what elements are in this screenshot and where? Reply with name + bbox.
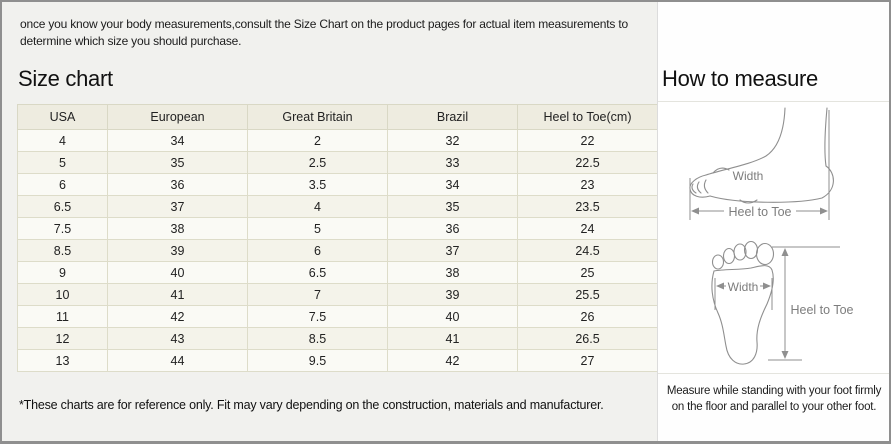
table-cell: 24 [517,217,658,240]
how-to-measure-title: How to measure [662,66,818,91]
table-cell: 34 [387,173,518,196]
table-row: 13 44 9.5 42 27 [17,349,658,372]
table-cell: 10 [17,283,108,306]
table-cell: 9 [17,261,108,284]
table-cell: 6.5 [17,195,108,218]
table-cell: 22.5 [517,151,658,174]
table-cell: 13 [17,349,108,372]
table-column-header: Brazil [387,104,518,130]
size-table-body: 4 34 2 32 22 5 35 2.5 33 22.5 6 36 3.5 34 23 6.5 37 4 35 23… [17,129,658,372]
table-row: 7.5 38 5 36 24 [17,217,658,240]
table-cell: 4 [247,195,388,218]
table-cell: 7.5 [17,217,108,240]
table-column-header: Great Britain [247,104,388,130]
table-cell: 25 [517,261,658,284]
table-cell: 27 [517,349,658,372]
table-cell: 24.5 [517,239,658,262]
divider [658,373,889,374]
table-row: 12 43 8.5 41 26.5 [17,327,658,350]
measure-diagrams: Heel to Toe Width [658,102,889,373]
sole-heel-to-toe-label: Heel to Toe [790,303,853,317]
table-cell: 26.5 [517,327,658,350]
table-cell: 33 [387,151,518,174]
table-row: 10 41 7 39 25.5 [17,283,658,306]
table-cell: 6.5 [247,261,388,284]
table-cell: 34 [107,129,248,152]
table-row: 5 35 2.5 33 22.5 [17,151,658,174]
table-cell: 2.5 [247,151,388,174]
table-cell: 22 [517,129,658,152]
table-cell: 9.5 [247,349,388,372]
table-cell: 36 [387,217,518,240]
measure-instruction: Measure while standing with your foot fi… [666,385,882,413]
table-cell: 2 [247,129,388,152]
table-row: 4 34 2 32 22 [17,129,658,152]
how-to-measure-panel: How to measure [657,2,889,441]
table-cell: 36 [107,173,248,196]
foot-sole-diagram: Width Heel to Toe [711,240,854,365]
table-cell: 43 [107,327,248,350]
foot-side-view-diagram: Heel to Toe Width [689,107,834,220]
table-cell: 39 [107,239,248,262]
table-cell: 23 [517,173,658,196]
table-row: 11 42 7.5 40 26 [17,305,658,328]
size-table-header-row: USA European Great Britain Brazil Heel to To… [17,104,658,130]
side-width-label: Width [733,169,764,183]
table-cell: 5 [247,217,388,240]
table-cell: 8.5 [17,239,108,262]
table-column-header: Heel to Toe(cm) [517,104,658,130]
table-cell: 6 [247,239,388,262]
table-cell: 4 [17,129,108,152]
table-cell: 25.5 [517,283,658,306]
footnote-text: *These charts are for reference only. Fi… [19,398,604,412]
divider [658,101,889,102]
table-cell: 7.5 [247,305,388,328]
table-cell: 40 [387,305,518,328]
table-cell: 32 [387,129,518,152]
side-heel-to-toe-label: Heel to Toe [728,205,791,219]
table-cell: 41 [107,283,248,306]
table-row: 9 40 6.5 38 25 [17,261,658,284]
table-cell: 35 [387,195,518,218]
size-chart-title: Size chart [18,66,113,91]
table-row: 8.5 39 6 37 24.5 [17,239,658,262]
table-cell: 40 [107,261,248,284]
table-cell: 42 [107,305,248,328]
table-cell: 37 [107,195,248,218]
table-cell: 12 [17,327,108,350]
table-cell: 11 [17,305,108,328]
intro-text: once you know your body measurements,con… [20,17,628,48]
table-cell: 6 [17,173,108,196]
table-cell: 35 [107,151,248,174]
table-cell: 41 [387,327,518,350]
table-cell: 38 [387,261,518,284]
table-column-header: European [107,104,248,130]
table-cell: 7 [247,283,388,306]
table-cell: 42 [387,349,518,372]
table-cell: 8.5 [247,327,388,350]
size-chart-table: USA European Great Britain Brazil Heel to To… [17,104,658,372]
table-cell: 5 [17,151,108,174]
table-cell: 23.5 [517,195,658,218]
sole-width-label: Width [728,280,759,294]
table-column-header: USA [17,104,108,130]
table-row: 6.5 37 4 35 23.5 [17,195,658,218]
table-cell: 26 [517,305,658,328]
table-row: 6 36 3.5 34 23 [17,173,658,196]
table-cell: 37 [387,239,518,262]
table-cell: 38 [107,217,248,240]
table-cell: 44 [107,349,248,372]
table-cell: 3.5 [247,173,388,196]
table-cell: 39 [387,283,518,306]
